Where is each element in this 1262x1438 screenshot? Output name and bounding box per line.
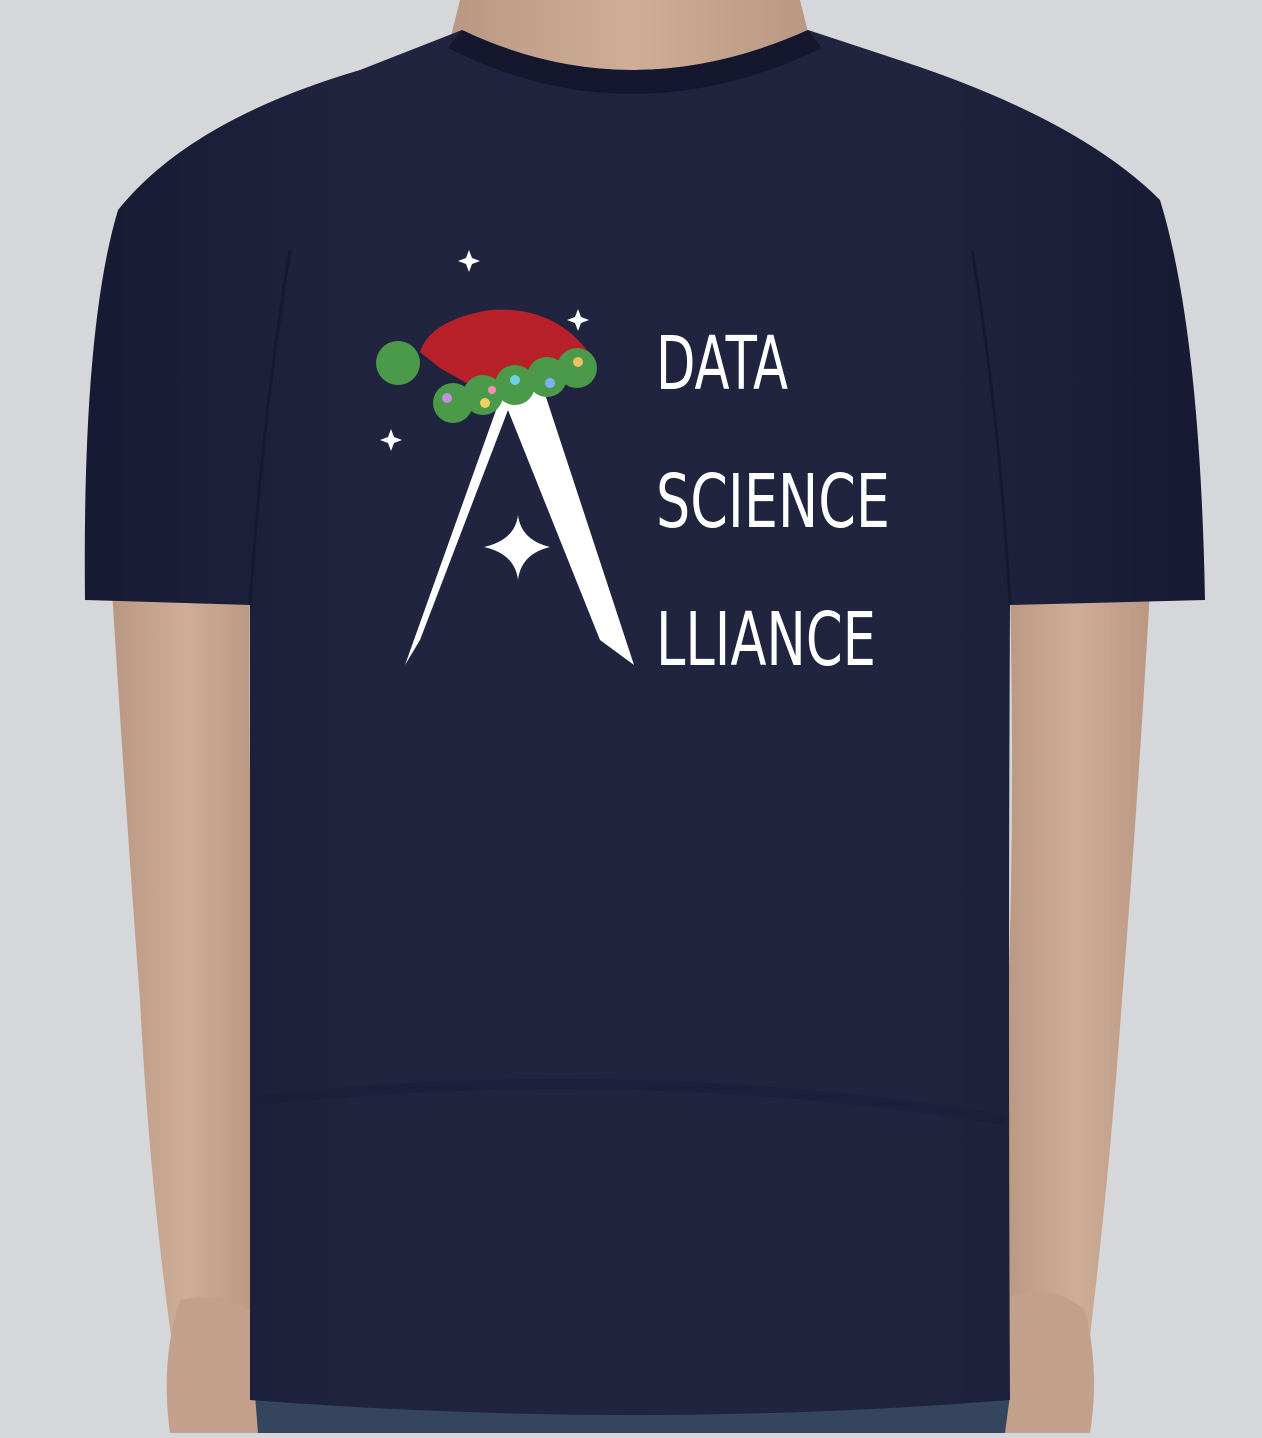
sparkle-star-center xyxy=(484,515,550,580)
logo-line-science: SCIENCE xyxy=(656,459,890,545)
logo-line-data: DATA xyxy=(656,321,788,407)
left-sleeve-seam xyxy=(248,249,292,606)
logo-a-shape xyxy=(405,385,634,665)
santa-hat-icon xyxy=(376,309,597,423)
right-arm xyxy=(1003,590,1150,1400)
sparkle-star-top xyxy=(458,250,480,272)
sparkle-star-left xyxy=(380,429,402,451)
right-sleeve-seam xyxy=(970,249,1012,606)
left-arm xyxy=(112,590,259,1400)
t-shirt xyxy=(84,30,1205,1415)
logo: DATA SCIENCE LLIANCE xyxy=(376,250,890,683)
sparkle-star-right xyxy=(567,309,589,331)
left-hand xyxy=(166,1297,271,1433)
shirt-fold xyxy=(259,1079,1006,1125)
logo-line-lliance: LLIANCE xyxy=(656,597,876,683)
collar xyxy=(448,30,822,94)
right-hand xyxy=(986,1292,1094,1433)
